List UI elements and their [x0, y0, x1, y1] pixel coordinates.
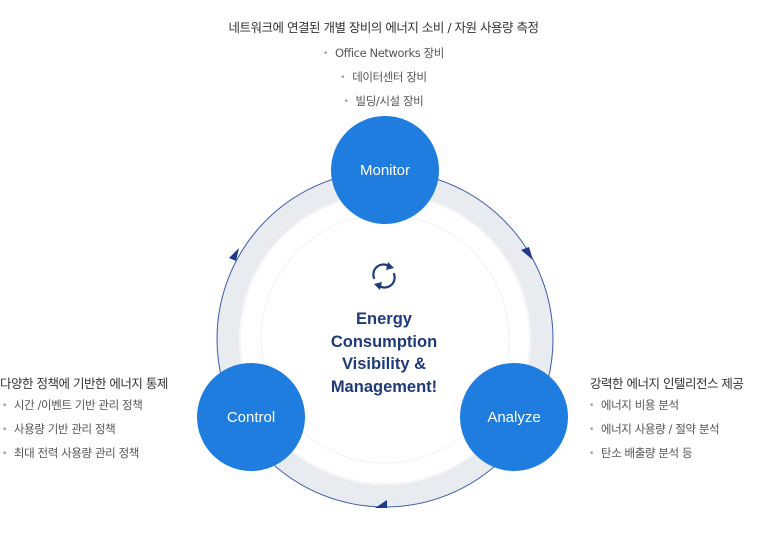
list-item: 빌딩/시설 장비 [0, 90, 757, 114]
center-disc [245, 199, 525, 479]
monitor-section-title: 네트워크에 연결된 개별 장비의 에너지 소비 / 자원 사용량 측정 [228, 20, 539, 35]
list-item: 에너지 비용 분석 [589, 394, 719, 418]
monitor-bullet-list: Office Networks 장비 데이터센터 장비 빌딩/시설 장비 [0, 42, 757, 114]
analyze-section-title: 강력한 에너지 인텔리전스 제공 [590, 376, 744, 391]
analyze-node: Analyze [460, 363, 568, 471]
analyze-bullet-list: 에너지 비용 분석 에너지 사용량 / 절약 분석 탄소 배출량 분석 등 [589, 394, 720, 466]
list-item: 사용량 기반 관리 정책 [2, 418, 142, 442]
control-bullet-list: 시간 /이벤트 기반 관리 정책 사용량 기반 관리 정책 최대 전력 사용량 … [2, 394, 143, 466]
list-item: 시간 /이벤트 기반 관리 정책 [2, 394, 143, 418]
arrow-control-to-monitor [229, 248, 239, 261]
list-item: Office Networks 장비 [0, 42, 757, 66]
list-item: 최대 전력 사용량 관리 정책 [2, 442, 142, 466]
monitor-node: Monitor [331, 116, 439, 224]
arrow-monitor-to-analyze [521, 247, 533, 260]
center-title: Energy Consumption Visibility & Manageme… [330, 310, 438, 396]
arrow-analyze-to-control [375, 500, 387, 508]
refresh-cycle-icon [372, 262, 396, 290]
control-node: Control [197, 363, 305, 471]
list-item: 에너지 사용량 / 절약 분석 [589, 418, 720, 442]
control-section-title: 다양한 정책에 기반한 에너지 통제 [0, 376, 168, 391]
list-item: 데이터센터 장비 [0, 66, 757, 90]
list-item: 탄소 배출량 분석 등 [589, 442, 719, 466]
